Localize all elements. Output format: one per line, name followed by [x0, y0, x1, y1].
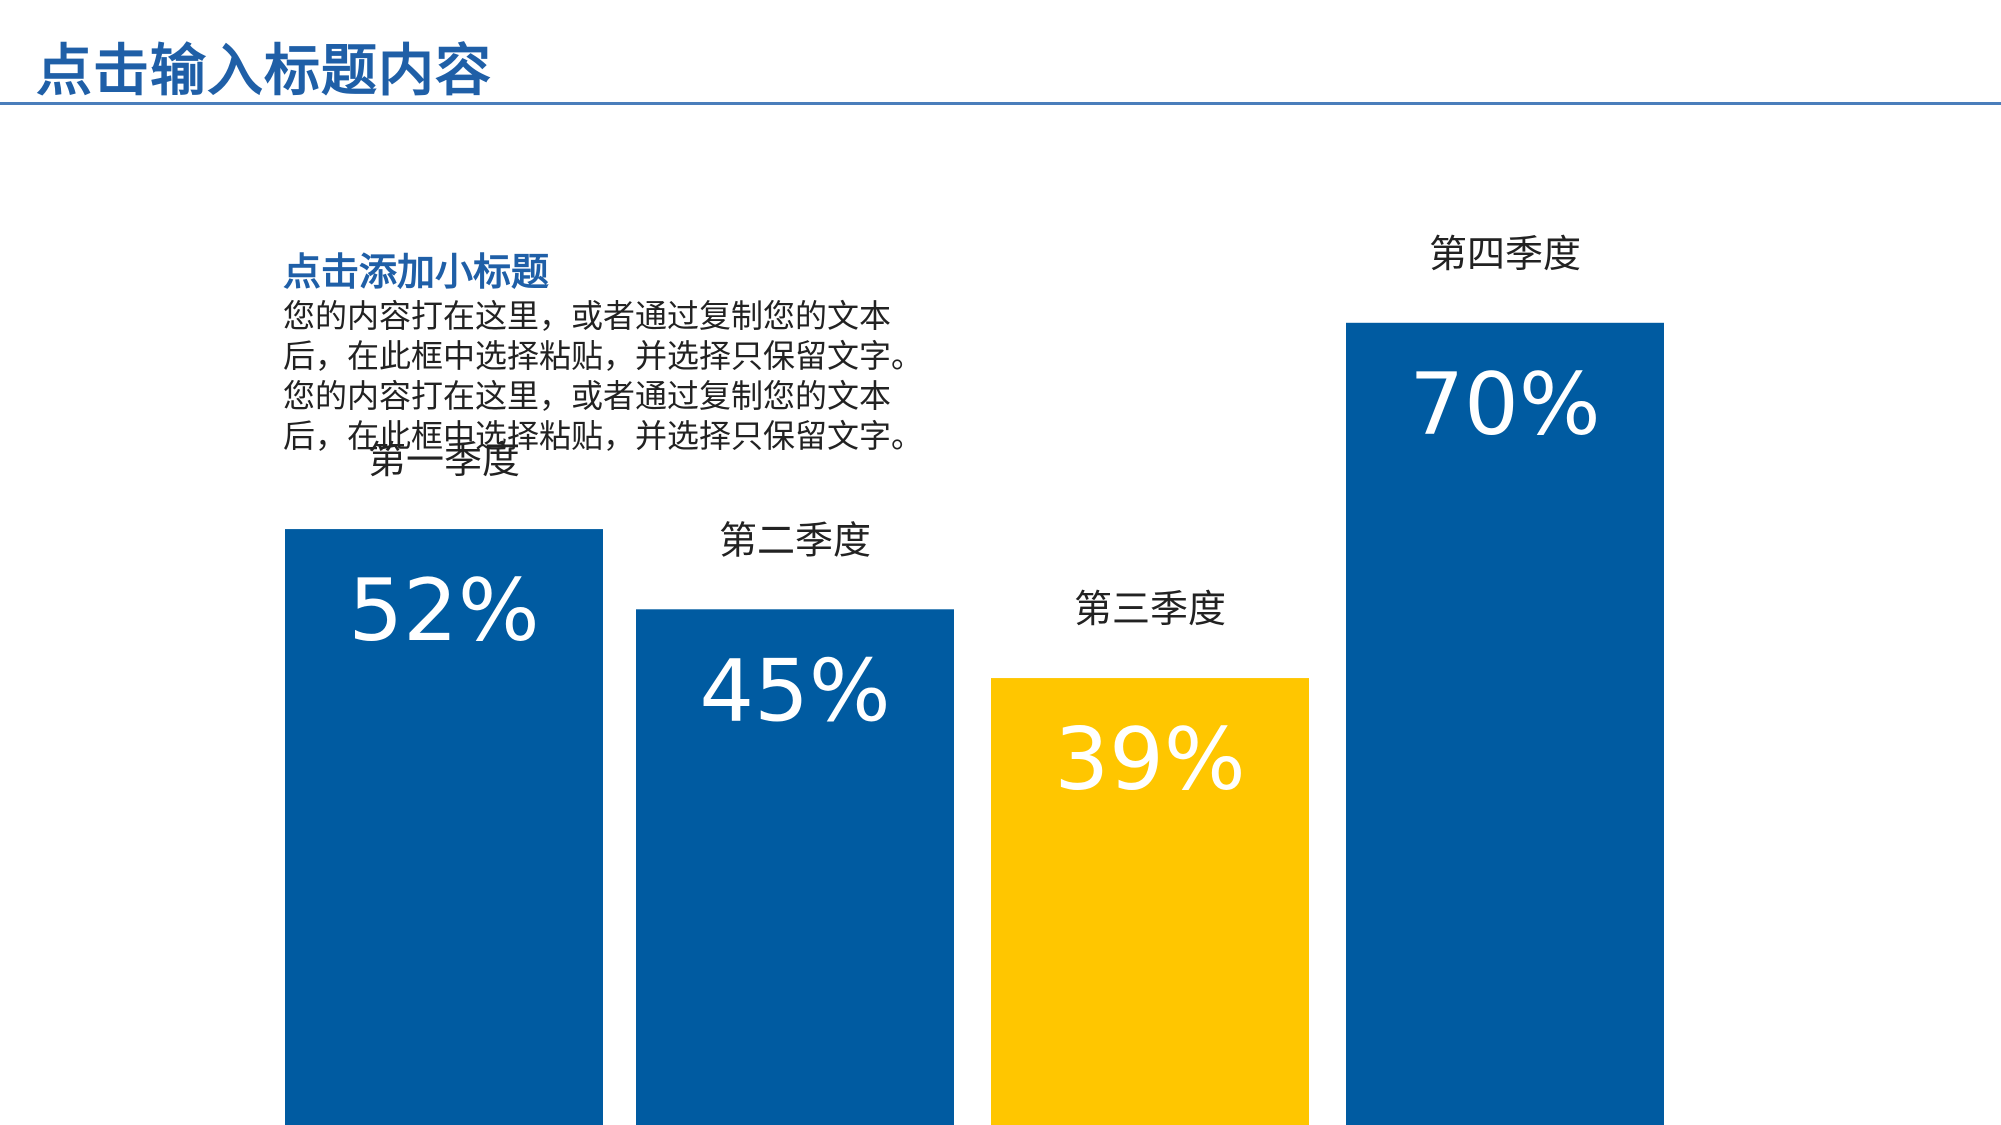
bar-1[interactable]: [285, 529, 603, 1125]
category-label-1: 第一季度: [368, 438, 520, 482]
category-label-3: 第三季度: [1074, 587, 1226, 631]
bar-2[interactable]: [636, 609, 954, 1125]
bar-value-label-2: 45%: [699, 641, 890, 741]
bar-4[interactable]: [1346, 322, 1664, 1125]
bar-value-label-4: 70%: [1409, 355, 1600, 455]
slide-title[interactable]: 点击输入标题内容: [36, 39, 492, 104]
bar-value-label-3: 39%: [1054, 710, 1245, 810]
bar-value-label-1: 52%: [348, 561, 539, 661]
body-text-line-2: 后，在此框中选择粘贴，并选择只保留文字。: [283, 337, 924, 375]
text-block[interactable]: 点击添加小标题 您的内容打在这里，或者通过复制您的文本 后，在此框中选择粘贴，并…: [283, 248, 983, 456]
category-label-2: 第二季度: [719, 518, 871, 562]
title-divider: [0, 102, 2001, 105]
bar-3[interactable]: [991, 678, 1309, 1125]
body-text-line-3: 您的内容打在这里，或者通过复制您的文本: [283, 377, 892, 415]
category-label-4: 第四季度: [1429, 232, 1581, 276]
body-text-line-4: 后，在此框中选择粘贴，并选择只保留文字。: [283, 417, 924, 455]
subtitle[interactable]: 点击添加小标题: [283, 250, 550, 294]
body-text-line-1: 您的内容打在这里，或者通过复制您的文本: [283, 297, 892, 335]
